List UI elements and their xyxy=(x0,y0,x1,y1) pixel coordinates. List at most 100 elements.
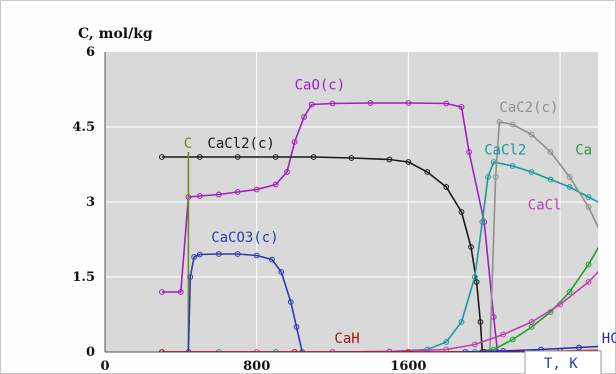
data-point xyxy=(299,349,306,352)
data-point xyxy=(605,205,610,210)
data-point xyxy=(269,256,275,263)
data-point xyxy=(272,154,279,160)
data-point xyxy=(509,121,516,128)
series-label: CaCl2 xyxy=(484,143,526,159)
data-point xyxy=(528,169,535,175)
data-point xyxy=(196,193,203,199)
series-cao-c xyxy=(159,100,501,352)
plot-layer: CaO(c) CaCl2(c) C CaCO3(c) CaC2(c) CaCl2 Ca CaC… xyxy=(72,45,616,374)
data-point xyxy=(196,251,203,258)
series-cacl2-c xyxy=(159,154,486,352)
series-line-cao-c xyxy=(161,102,499,352)
data-point xyxy=(329,349,336,352)
x-tick-label: 0 xyxy=(100,359,109,374)
series-caco3-c xyxy=(185,251,306,352)
data-point xyxy=(494,349,501,352)
data-point xyxy=(159,154,165,160)
data-point xyxy=(471,341,478,348)
data-point xyxy=(528,319,535,325)
series-label: Ca xyxy=(575,143,592,159)
series-line-caco3-c xyxy=(187,253,303,352)
data-point xyxy=(547,149,554,155)
data-point xyxy=(576,344,582,351)
data-point xyxy=(605,245,610,250)
series-label: CaH xyxy=(334,331,359,347)
x-unit-frame xyxy=(524,350,602,374)
data-point xyxy=(293,324,300,330)
data-point xyxy=(291,139,298,145)
data-point xyxy=(458,319,465,325)
series-label: CaO(c) xyxy=(295,78,346,94)
data-point xyxy=(253,252,260,259)
data-point xyxy=(443,184,450,190)
series-hcl xyxy=(462,344,598,352)
data-point xyxy=(310,154,317,160)
data-point xyxy=(159,349,165,352)
x-axis-label: T, K xyxy=(544,356,578,372)
x-tick-label: 800 xyxy=(243,359,270,374)
y-tick-label: 4.5 xyxy=(72,120,95,135)
data-point xyxy=(585,261,592,268)
data-point xyxy=(329,100,336,107)
data-point xyxy=(405,349,412,352)
data-point xyxy=(458,104,465,110)
data-point xyxy=(566,184,573,190)
data-point xyxy=(185,349,192,352)
y-tick-label: 6 xyxy=(86,45,95,60)
data-point xyxy=(308,101,315,108)
data-point xyxy=(566,289,573,295)
data-point xyxy=(443,100,450,107)
series-label: C xyxy=(184,136,192,152)
series-label: CaCl2(c) xyxy=(207,136,274,152)
data-point xyxy=(159,289,165,295)
data-point xyxy=(528,131,535,138)
data-point xyxy=(272,181,279,188)
y-tick-label: 1.5 xyxy=(72,270,95,285)
data-point xyxy=(471,274,478,280)
data-point xyxy=(479,219,486,225)
data-point xyxy=(215,191,222,198)
series-line-cacl2-c xyxy=(161,156,484,352)
series-label: CaCl xyxy=(528,198,562,214)
data-point xyxy=(466,149,473,155)
y-tick-label: 3 xyxy=(86,195,95,210)
x-tick-label: 1600 xyxy=(390,359,426,374)
data-point xyxy=(479,349,486,352)
y-tick-label: 0 xyxy=(86,345,95,360)
x-unit-box: T, K xyxy=(524,350,602,374)
data-point xyxy=(253,186,260,193)
data-point xyxy=(473,279,480,285)
data-point xyxy=(458,209,465,215)
data-point xyxy=(234,154,241,160)
data-point xyxy=(234,189,241,195)
data-point xyxy=(566,174,573,180)
data-point xyxy=(557,301,563,308)
data-point xyxy=(468,244,474,250)
data-point xyxy=(405,159,412,165)
data-point xyxy=(348,155,355,161)
data-point xyxy=(234,251,241,257)
data-point xyxy=(284,169,290,175)
data-point xyxy=(215,251,222,257)
y-axis-label: C, mol/kg xyxy=(78,26,153,42)
data-point xyxy=(187,274,194,280)
data-point xyxy=(585,194,592,200)
data-point xyxy=(278,269,285,275)
data-point xyxy=(287,299,294,305)
data-point xyxy=(547,176,554,183)
data-point xyxy=(492,174,499,180)
data-point xyxy=(196,154,203,160)
data-point xyxy=(605,230,610,235)
series-label: CaC2(c) xyxy=(499,100,558,116)
data-point xyxy=(405,100,412,106)
series-label: HCl xyxy=(602,331,616,347)
data-point xyxy=(424,169,431,175)
data-point xyxy=(291,349,298,352)
data-point xyxy=(253,349,260,352)
data-point xyxy=(301,114,308,120)
data-point xyxy=(177,289,184,295)
data-point xyxy=(500,331,507,338)
series-line-cac2-c xyxy=(489,121,598,352)
data-point xyxy=(215,349,222,352)
